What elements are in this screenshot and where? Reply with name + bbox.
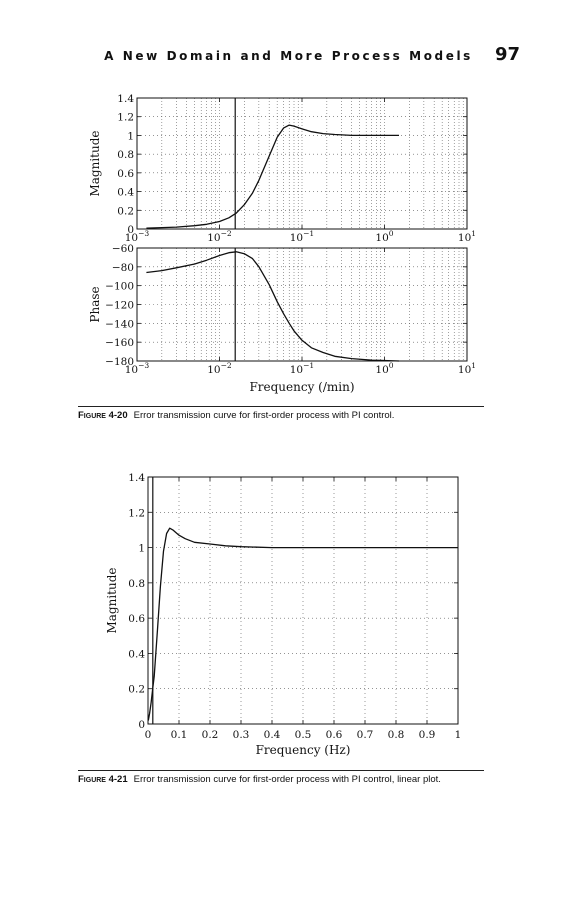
y-tick-label: −60	[112, 243, 134, 255]
y-tick-label: 1.4	[128, 472, 145, 484]
x-tick-label: 0.7	[357, 729, 374, 741]
caption-text: Error transmission curve for first-order…	[133, 410, 395, 421]
x-tick-label: 1	[455, 729, 462, 741]
y-axis-label: Magnitude	[88, 130, 102, 196]
page-number: 97	[494, 44, 520, 65]
series-line	[146, 251, 400, 362]
x-tick-label: 101	[458, 361, 476, 376]
y-axis-label: Magnitude	[105, 567, 119, 633]
y-tick-label: −140	[105, 318, 134, 330]
y-tick-label: 1.4	[117, 93, 134, 105]
y-tick-label: 1.2	[128, 507, 145, 519]
linear-magnitude-plot: 0 0.1 0.2 0.3 0.4 0.5 0.6 0.7 0.8 0.9 1 0 0.2 0.4 0.6 0…	[105, 472, 461, 757]
x-tick-label: 0.1	[171, 729, 188, 741]
y-tick-label: 0.6	[128, 613, 145, 625]
x-tick-label: 10−1	[290, 229, 315, 244]
running-head: A New Domain and More Process Models 97	[0, 44, 520, 65]
x-tick-label: 0.9	[419, 729, 436, 741]
y-tick-label: 0.8	[117, 149, 134, 161]
y-tick-label: −180	[105, 356, 134, 368]
caption-rule	[78, 770, 484, 771]
x-tick-label: 0	[145, 729, 152, 741]
y-tick-label: −160	[105, 337, 134, 349]
x-tick-label: 10−2	[207, 229, 232, 244]
figure-label: Figure 4-21	[78, 774, 128, 785]
figure-label: Figure 4-20	[78, 410, 128, 421]
y-tick-label: −120	[105, 300, 134, 312]
y-tick-label: 0.2	[128, 684, 145, 696]
x-tick-label: 0.6	[326, 729, 343, 741]
y-tick-label: 0.6	[117, 168, 134, 180]
y-tick-label: 1	[138, 543, 145, 555]
magnitude-plot: 10−3 10−2 10−1 100 10100.20.40.60.811.21.4Ma…	[88, 93, 476, 244]
series-line	[146, 124, 399, 229]
caption-text: Error transmission curve for first-order…	[133, 774, 441, 785]
x-tick-label: 0.5	[295, 729, 312, 741]
figure-4-20-caption: Figure 4-20 Error transmission curve for …	[78, 410, 488, 422]
plot-frame	[147, 476, 459, 725]
running-title: A New Domain and More Process Models	[104, 49, 473, 63]
y-tick-label: −80	[112, 262, 134, 274]
y-tick-label: 0.4	[128, 648, 145, 660]
phase-plot: 10−3 10−2 10−1 100 101−60−80−100−120−140−160…	[88, 243, 476, 394]
x-axis-label: Frequency (Hz)	[256, 743, 351, 757]
x-tick-label: 0.8	[388, 729, 405, 741]
x-tick-label: 100	[375, 361, 393, 376]
x-tick-label: 10−2	[207, 361, 232, 376]
x-tick-label: 10−1	[290, 361, 315, 376]
x-axis-label: Frequency (/min)	[249, 380, 354, 394]
y-tick-label: 0	[127, 224, 134, 236]
y-tick-label: 0	[138, 719, 145, 731]
y-tick-label: 0.4	[117, 187, 134, 199]
y-tick-label: 1	[127, 130, 134, 142]
x-tick-label: 0.2	[202, 729, 219, 741]
y-axis-label: Phase	[88, 286, 102, 322]
figure-4-21-caption: Figure 4-21 Error transmission curve for …	[78, 774, 488, 786]
x-tick-label: 101	[458, 229, 476, 244]
x-tick-label: 100	[375, 229, 393, 244]
y-tick-label: 0.2	[117, 205, 134, 217]
x-tick-label: 0.4	[264, 729, 281, 741]
figure-4-21-plot: 0 0.1 0.2 0.3 0.4 0.5 0.6 0.7 0.8 0.9 1 0 0.2 0.4 0.6 0…	[105, 472, 461, 757]
x-tick-label: 0.3	[233, 729, 250, 741]
figure-4-20-plots: 10−3 10−2 10−1 100 10100.20.40.60.811.21.4Ma…	[88, 93, 476, 394]
y-tick-label: 1.2	[117, 112, 134, 124]
y-tick-label: 0.8	[128, 578, 145, 590]
y-tick-label: −100	[105, 281, 134, 293]
caption-rule	[78, 406, 484, 407]
series-line	[147, 527, 458, 721]
